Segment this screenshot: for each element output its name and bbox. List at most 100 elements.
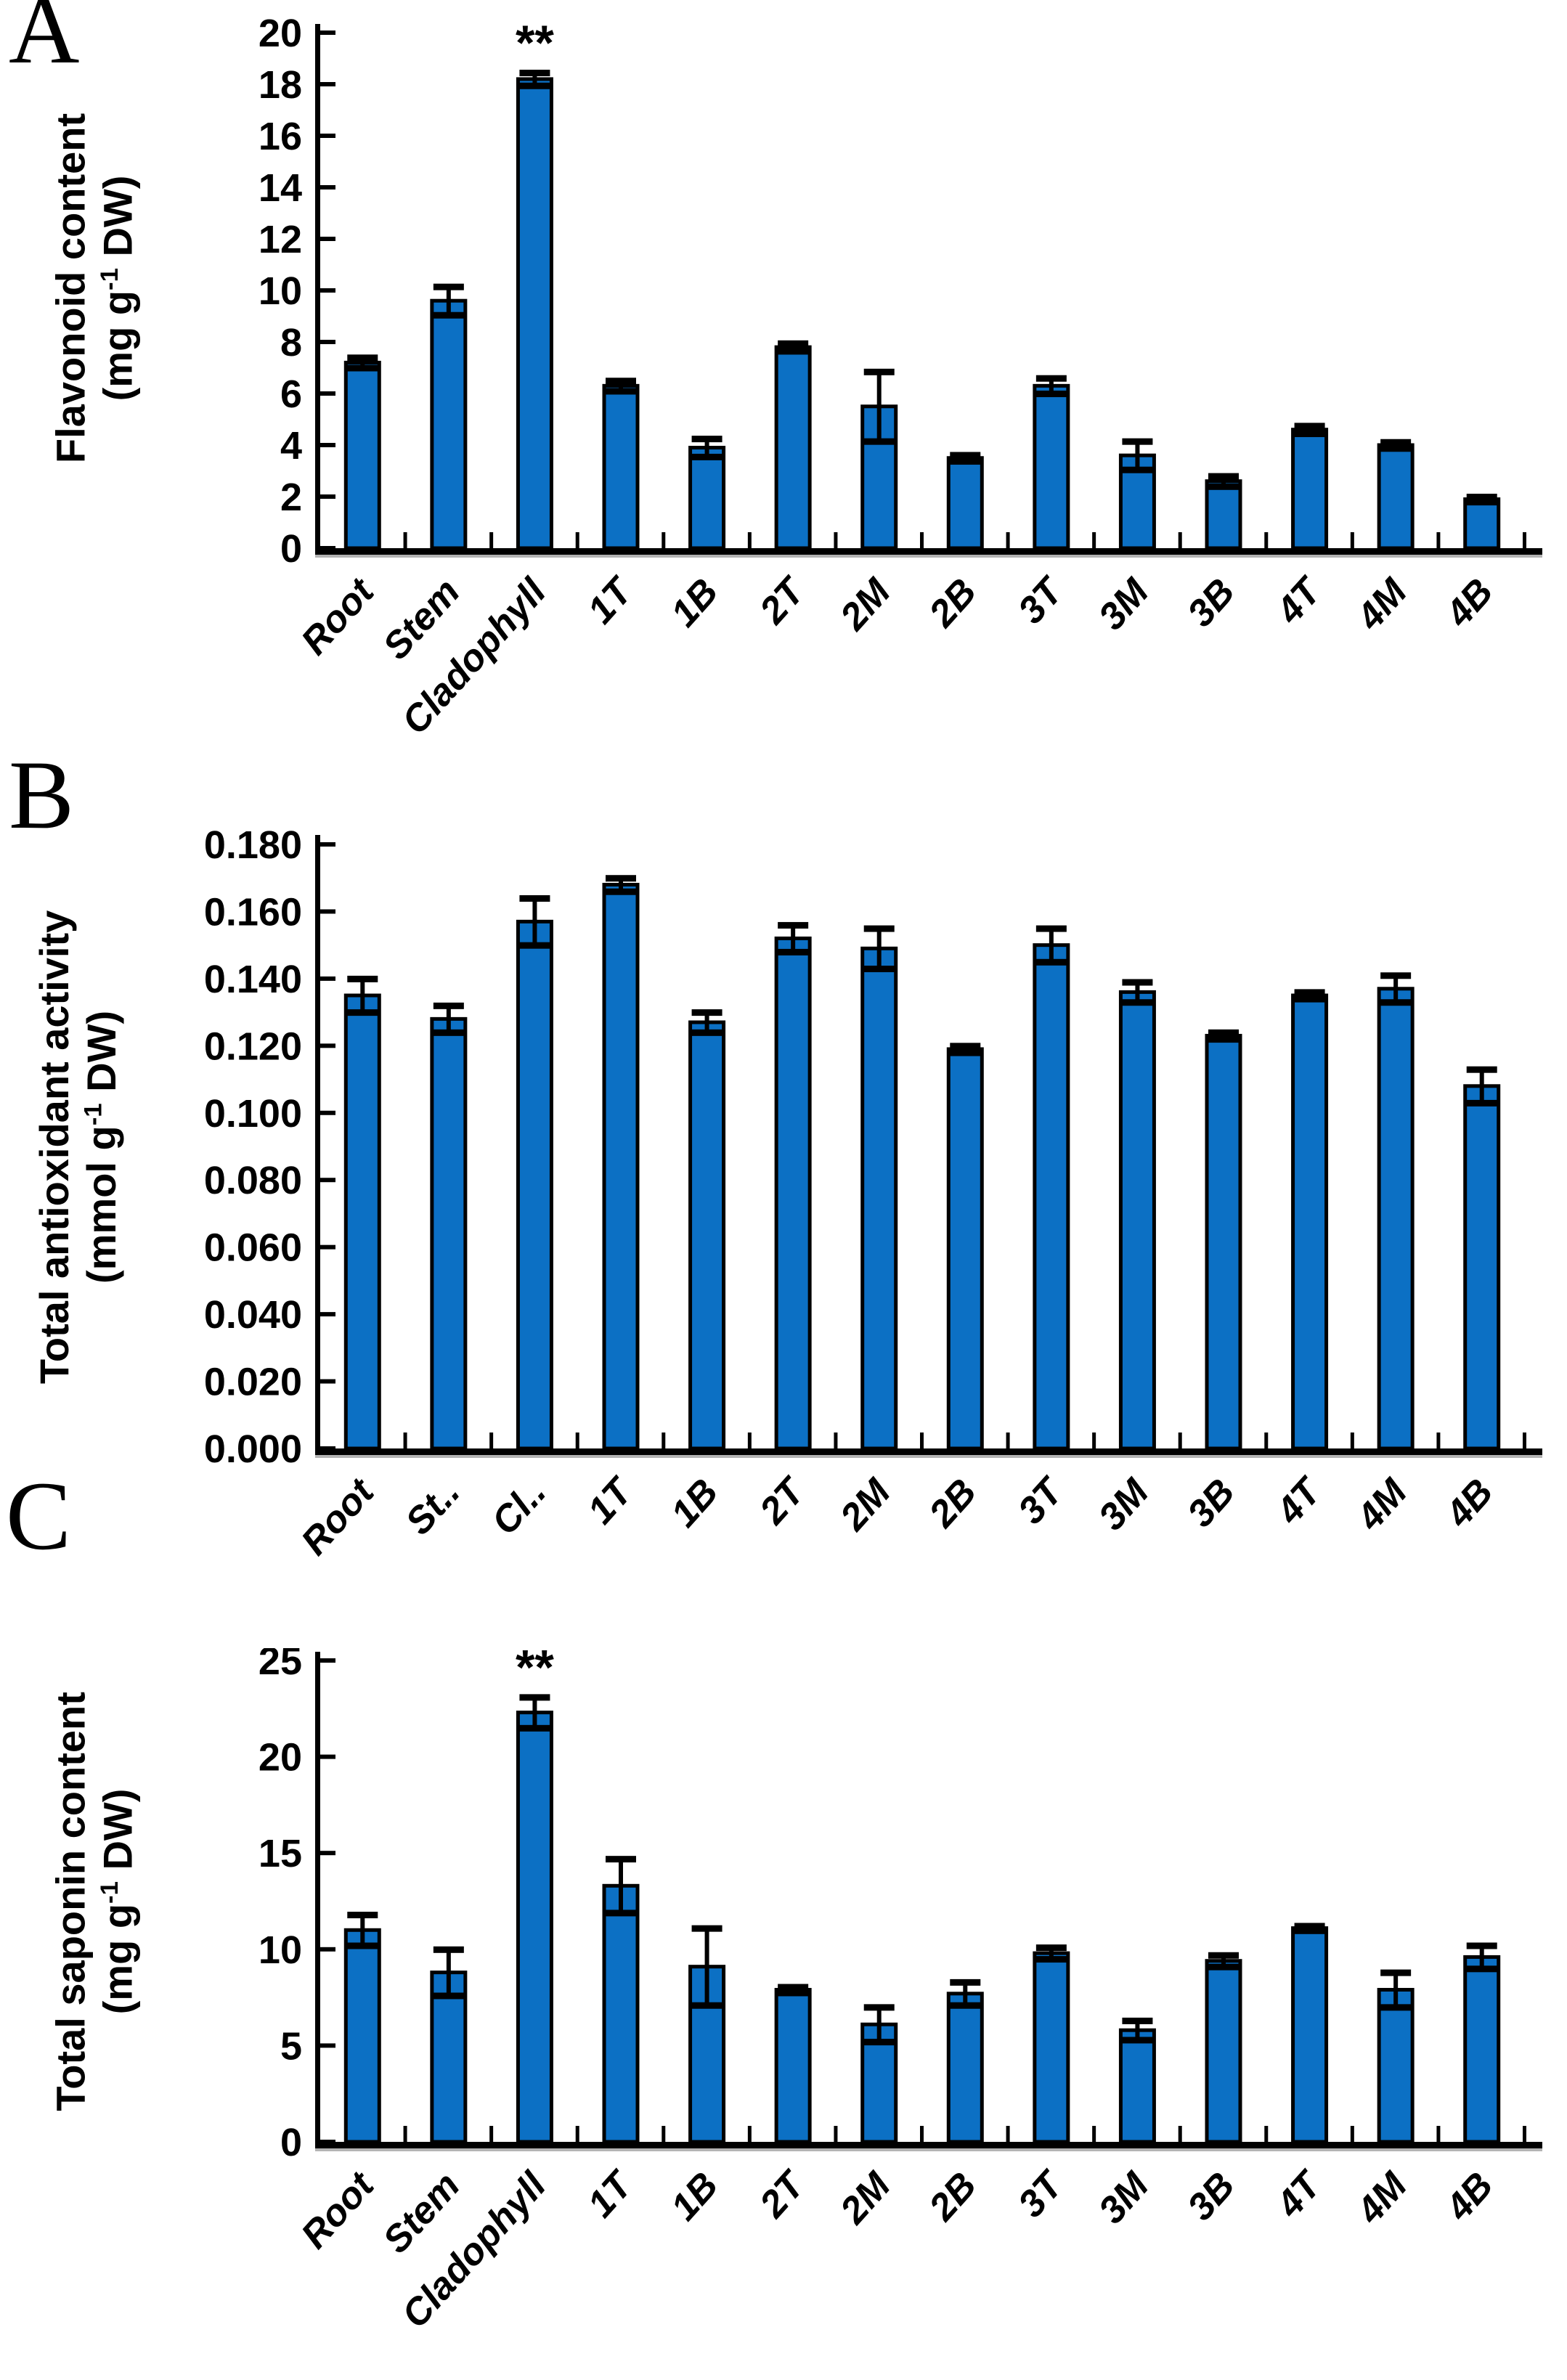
- error-bar-cap-top: [778, 921, 809, 929]
- x-axis-shadow: [315, 1455, 1542, 1458]
- error-bar-line: [1049, 378, 1054, 394]
- error-bar-line: [1393, 975, 1399, 1003]
- x-category-label-B-2T: 2T: [752, 1469, 815, 1533]
- error-bar-cap-bottom: [347, 1009, 378, 1016]
- x-axis: [315, 1448, 1542, 1455]
- y-tick: [320, 2140, 335, 2144]
- x-category-label-C-2T: 2T: [752, 2162, 815, 2226]
- error-bar-cap-top: [950, 1978, 981, 1986]
- error-bar-cap-bottom: [1208, 1963, 1239, 1971]
- y-tick: [320, 494, 335, 499]
- bar-B-1T: [602, 882, 640, 1451]
- x-tick: [920, 1433, 924, 1448]
- y-tick-label: 10: [259, 1928, 302, 1972]
- x-category-label-A-2M: 2M: [832, 570, 900, 638]
- x-tick: [575, 2126, 579, 2142]
- y-tick-label: 0.060: [204, 1226, 302, 1270]
- y-tick-label: 0.000: [204, 1427, 302, 1471]
- error-bar-line: [619, 1859, 623, 1913]
- y-tick-label: 0.040: [204, 1293, 302, 1337]
- x-category-label-B-Cl..: Cl..: [484, 1471, 554, 1543]
- y-tick-label: 6: [280, 372, 302, 416]
- x-category-label-C-4B: 4B: [1437, 2164, 1501, 2229]
- error-bar-line: [532, 73, 537, 86]
- bar-C-4T: [1291, 1926, 1329, 2144]
- error-bar-cap-top: [778, 1984, 809, 1991]
- bar-C-Root: [343, 1928, 381, 2144]
- error-bar-cap-bottom: [778, 348, 809, 355]
- error-bar-line: [446, 286, 451, 315]
- x-tick: [1350, 1433, 1354, 1448]
- y-tick-label: 18: [259, 63, 302, 107]
- x-tick: [575, 1433, 579, 1448]
- y-tick-label: 12: [259, 218, 302, 261]
- error-bar-line: [619, 878, 623, 892]
- x-axis-shadow: [315, 2148, 1542, 2151]
- bar-C-2B: [946, 1992, 984, 2144]
- error-bar-cap-bottom: [950, 2002, 981, 2009]
- panel-letter-b: B: [9, 741, 75, 849]
- error-bar-cap-bottom: [1122, 466, 1153, 473]
- bar-B-St..: [430, 1016, 468, 1451]
- error-bar-line: [1135, 441, 1140, 470]
- x-category-label-C-4T: 4T: [1268, 2162, 1331, 2226]
- y-tick-label: 4: [280, 424, 302, 468]
- error-bar-cap-top: [863, 2004, 895, 2011]
- bar-C-2T: [774, 1987, 812, 2144]
- y-tick-label: 0.120: [204, 1024, 302, 1068]
- x-category-label-C-2M: 2M: [832, 2164, 900, 2232]
- bar-C-1T: [602, 1883, 640, 2144]
- bar-B-3M: [1118, 990, 1156, 1451]
- error-bar-cap-top: [950, 1043, 981, 1050]
- x-tick: [403, 2126, 407, 2142]
- x-tick: [662, 1433, 666, 1448]
- y-tick: [320, 391, 335, 396]
- x-category-label-A-1B: 1B: [663, 571, 727, 635]
- significance-marker: **: [516, 15, 554, 70]
- x-category-label-B-St..: St..: [398, 1471, 468, 1543]
- y-tick: [320, 1446, 335, 1451]
- error-bar-cap-bottom: [863, 438, 895, 445]
- x-tick: [1264, 532, 1269, 548]
- bar-A-2B: [946, 456, 984, 550]
- error-bar-line: [360, 357, 365, 368]
- error-bar-cap-top: [1466, 1942, 1497, 1949]
- y-tick: [320, 134, 335, 138]
- bar-B-2M: [860, 946, 898, 1451]
- x-tick: [1006, 532, 1010, 548]
- bar-B-2T: [774, 936, 812, 1451]
- error-bar-cap-bottom: [1122, 999, 1153, 1006]
- bar-A-3T: [1033, 383, 1070, 550]
- x-axis: [315, 2142, 1542, 2148]
- error-bar-line: [791, 924, 796, 952]
- error-bar-cap-top: [519, 70, 550, 77]
- error-bar-cap-top: [606, 1856, 636, 1863]
- error-bar-cap-bottom: [1035, 1956, 1067, 1963]
- error-bar-line: [704, 439, 709, 457]
- x-tick: [1006, 1433, 1010, 1448]
- y-tick: [320, 976, 335, 981]
- error-bar-cap-bottom: [1294, 995, 1325, 1003]
- x-tick: [1092, 2126, 1096, 2142]
- error-bar-line: [1393, 1972, 1399, 2008]
- x-tick: [920, 532, 924, 548]
- error-bar-line: [1049, 928, 1054, 962]
- error-bar-cap-top: [1208, 473, 1239, 480]
- x-tick: [403, 532, 407, 548]
- bar-B-1B: [688, 1020, 726, 1451]
- bar-B-Cl..: [516, 919, 553, 1451]
- x-tick: [834, 532, 838, 548]
- chart-total-antioxidant-activity: 0.000 0.020 0.040 0.060 0.080 0.100 0.120 0.140…: [204, 823, 1542, 1563]
- error-bar-cap-bottom: [347, 364, 378, 372]
- y-tick-label: 14: [259, 166, 302, 210]
- error-bar-line: [1307, 425, 1312, 434]
- bar-C-Cladophyll: [516, 1711, 553, 2144]
- x-category-label-A-1T: 1T: [579, 568, 643, 632]
- x-category-label-C-3M: 3M: [1091, 2164, 1158, 2232]
- y-tick: [320, 340, 335, 344]
- y-tick-label: 15: [259, 1832, 302, 1875]
- y-tick-label: 25: [259, 1648, 302, 1683]
- error-bar-cap-top: [1035, 375, 1067, 382]
- bar-C-4M: [1377, 1987, 1415, 2144]
- error-bar-line: [704, 1012, 709, 1032]
